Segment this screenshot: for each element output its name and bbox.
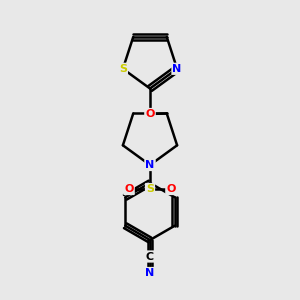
Text: N: N: [146, 160, 154, 170]
Text: O: O: [166, 184, 176, 194]
Text: O: O: [124, 184, 134, 194]
Text: S: S: [146, 184, 154, 194]
Text: S: S: [119, 64, 127, 74]
Text: N: N: [172, 64, 182, 74]
Text: O: O: [145, 109, 155, 119]
Text: N: N: [146, 268, 154, 278]
Text: C: C: [146, 251, 154, 262]
